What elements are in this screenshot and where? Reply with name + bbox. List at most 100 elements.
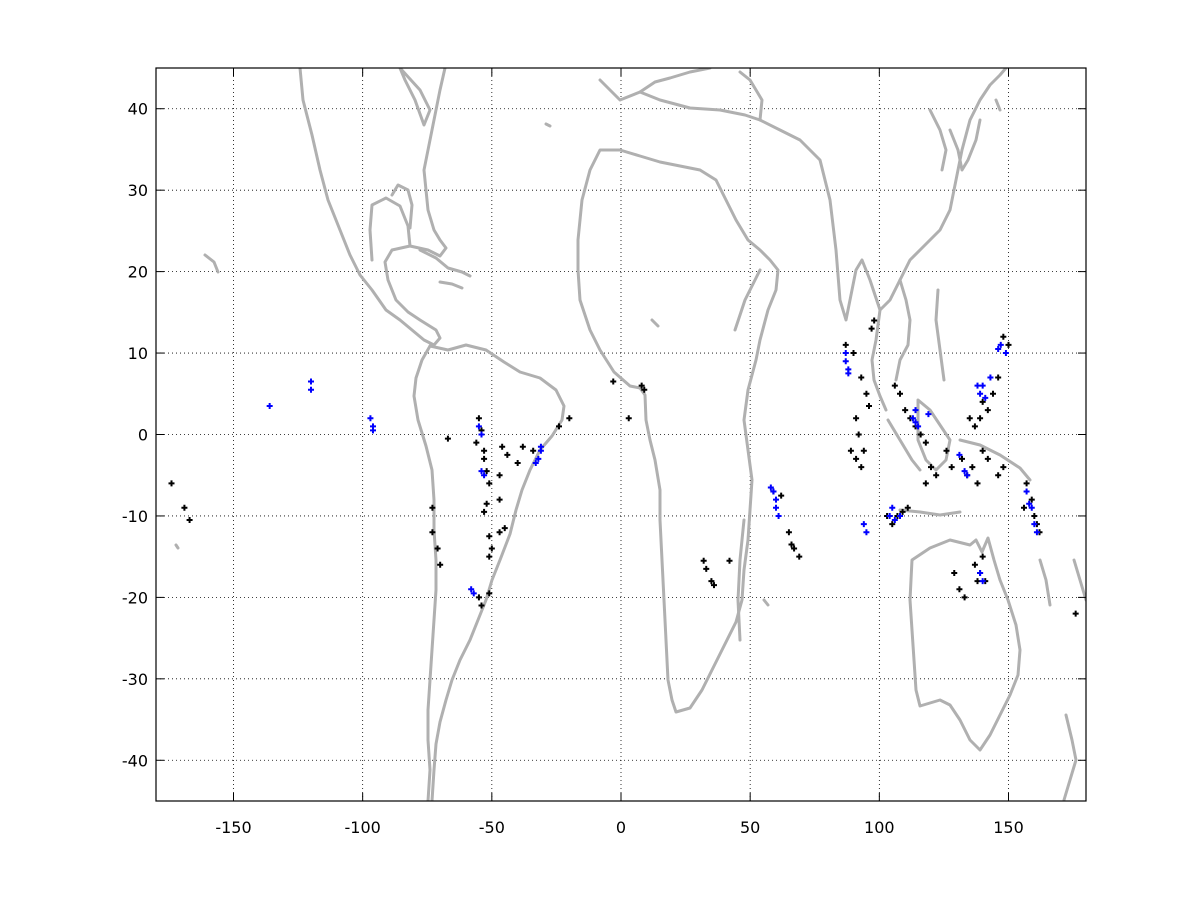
black-data-point bbox=[530, 447, 537, 454]
axis-ticks: -150 -100 -50 0 50 100 150-40-30-20-1001020304… bbox=[122, 68, 1086, 837]
black-data-point bbox=[488, 545, 495, 552]
black-data-point bbox=[922, 480, 929, 487]
black-data-point bbox=[473, 439, 480, 446]
black-data-point bbox=[519, 443, 526, 450]
blue-data-point bbox=[481, 472, 488, 479]
blue-data-point bbox=[982, 394, 989, 401]
black-data-point bbox=[995, 472, 1002, 479]
black-data-point bbox=[858, 374, 865, 381]
black-data-point bbox=[966, 415, 973, 422]
blue-data-point bbox=[1031, 521, 1038, 528]
black-data-point bbox=[708, 578, 715, 585]
blue-data-point bbox=[468, 586, 475, 593]
blue-data-point bbox=[909, 415, 916, 422]
blue-data-point bbox=[912, 419, 919, 426]
black-data-point bbox=[979, 398, 986, 405]
black-data-point bbox=[961, 594, 968, 601]
black-data-point bbox=[778, 492, 785, 499]
black-data-point bbox=[969, 464, 976, 471]
black-data-point bbox=[1000, 464, 1007, 471]
black-data-point bbox=[711, 582, 717, 589]
black-data-point bbox=[995, 374, 1002, 381]
blue-data-point bbox=[964, 472, 971, 479]
black-data-point bbox=[791, 545, 798, 552]
black-data-point bbox=[902, 407, 909, 414]
blue-data-point bbox=[266, 402, 273, 409]
blue-data-point bbox=[863, 529, 870, 536]
x-tick-label: 100 bbox=[864, 818, 895, 837]
blue-data-point bbox=[370, 427, 376, 434]
black-data-point bbox=[889, 521, 896, 528]
blue-data-point bbox=[535, 455, 542, 462]
black-data-point bbox=[785, 529, 792, 536]
black-data-point bbox=[481, 455, 488, 462]
black-data-point bbox=[481, 508, 488, 515]
black-data-point bbox=[437, 561, 444, 568]
blue-data-point bbox=[979, 578, 986, 585]
blue-data-point bbox=[997, 341, 1004, 348]
grid-lines bbox=[156, 68, 1086, 801]
black-data-point bbox=[1031, 512, 1038, 519]
black-data-point bbox=[1005, 341, 1012, 348]
black-data-point bbox=[514, 460, 521, 467]
black-data-point bbox=[496, 529, 503, 536]
black-data-point bbox=[971, 423, 978, 430]
black-data-point bbox=[566, 415, 573, 422]
blue-data-point bbox=[987, 374, 994, 381]
black-data-point bbox=[726, 557, 733, 564]
black-data-point bbox=[504, 451, 511, 458]
blue-data-point bbox=[773, 504, 779, 511]
blue-data-point bbox=[367, 415, 374, 422]
black-data-point bbox=[979, 553, 986, 560]
blue-data-point bbox=[767, 484, 774, 491]
black-data-point bbox=[481, 447, 488, 454]
x-tick-label: -50 bbox=[479, 818, 505, 837]
y-tick-label: -10 bbox=[122, 507, 148, 526]
black-data-point bbox=[971, 561, 978, 568]
x-tick-label: 150 bbox=[993, 818, 1024, 837]
blue-data-point bbox=[773, 496, 779, 503]
blue-data-point bbox=[470, 590, 477, 597]
blue-data-point bbox=[770, 488, 777, 495]
black-data-point bbox=[933, 472, 940, 479]
black-data-point bbox=[1021, 504, 1027, 511]
black-data-point bbox=[948, 464, 955, 471]
black-data-point bbox=[956, 586, 963, 593]
y-tick-label: 20 bbox=[128, 263, 148, 282]
black-data-point bbox=[1028, 496, 1035, 503]
blue-data-point bbox=[1023, 488, 1030, 495]
blue-data-point bbox=[860, 521, 867, 528]
x-tick-label: 0 bbox=[616, 818, 626, 837]
black-data-point bbox=[899, 508, 906, 515]
y-tick-label: 30 bbox=[128, 181, 148, 200]
black-data-point bbox=[703, 565, 710, 572]
y-tick-label: 40 bbox=[128, 100, 148, 119]
blue-data-point bbox=[842, 358, 849, 365]
black-data-point bbox=[444, 435, 451, 442]
black-data-point bbox=[434, 545, 441, 552]
black-data-point bbox=[951, 569, 958, 576]
y-tick-label: -20 bbox=[122, 588, 148, 607]
black-data-point bbox=[1072, 610, 1079, 617]
blue-data-point bbox=[925, 411, 932, 418]
black-data-point bbox=[429, 529, 436, 536]
black-data-point bbox=[186, 517, 193, 524]
black-data-point bbox=[638, 382, 645, 389]
blue-data-point bbox=[775, 512, 782, 519]
black-data-point bbox=[486, 480, 493, 487]
black-data-point bbox=[990, 390, 996, 397]
blue-data-point bbox=[956, 451, 963, 458]
black-data-point bbox=[478, 602, 485, 609]
black-data-point bbox=[871, 317, 878, 324]
blue-data-point bbox=[1002, 350, 1009, 357]
black-data-point bbox=[1000, 333, 1007, 340]
black-data-point bbox=[974, 480, 981, 487]
black-data-point bbox=[483, 468, 490, 475]
black-data-point bbox=[868, 325, 875, 332]
blue-data-point bbox=[308, 386, 314, 393]
x-tick-label: -100 bbox=[345, 818, 381, 837]
blue-data-point bbox=[891, 517, 898, 524]
black-data-point bbox=[796, 553, 803, 560]
